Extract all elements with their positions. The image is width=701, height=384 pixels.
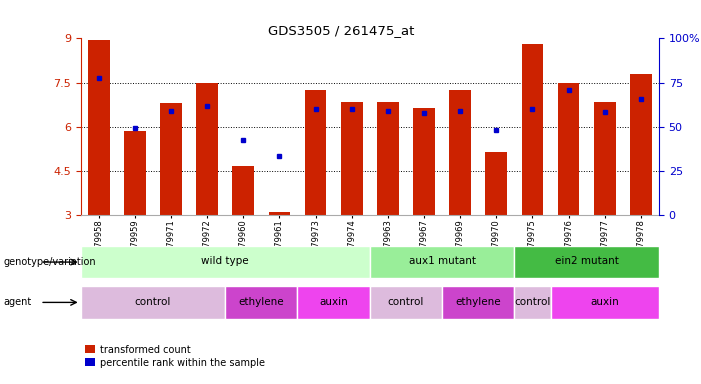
Bar [160,103,182,215]
Bar [341,102,362,215]
Bar [81,286,225,319]
Text: ethylene: ethylene [238,297,284,307]
Text: auxin: auxin [319,297,348,307]
Bar [369,246,515,278]
Text: genotype/variation: genotype/variation [4,257,96,267]
Bar [515,246,659,278]
Text: aux1 mutant: aux1 mutant [409,257,475,266]
Bar [225,286,297,319]
Bar [522,44,543,215]
Bar [88,40,109,215]
Bar [413,108,435,215]
Bar [449,90,471,215]
Legend: transformed count, percentile rank within the sample: transformed count, percentile rank withi… [86,345,265,367]
Title: GDS3505 / 261475_at: GDS3505 / 261475_at [268,24,414,37]
Bar [485,152,507,215]
Bar [558,83,580,215]
Text: auxin: auxin [590,297,619,307]
Bar [297,286,369,319]
Text: agent: agent [4,297,32,308]
Bar [515,286,550,319]
Bar [305,90,327,215]
Bar [630,74,652,215]
Text: ein2 mutant: ein2 mutant [554,257,618,266]
Bar [594,102,615,215]
Bar [550,286,659,319]
Bar [233,167,254,215]
Text: control: control [515,297,550,307]
Text: control: control [388,297,424,307]
Bar [442,286,515,319]
Bar [268,212,290,215]
Bar [196,83,218,215]
Bar [377,102,399,215]
Text: wild type: wild type [201,257,249,266]
Bar [124,131,146,215]
Text: control: control [135,297,171,307]
Bar [81,246,370,278]
Text: ethylene: ethylene [456,297,501,307]
Bar [369,286,442,319]
